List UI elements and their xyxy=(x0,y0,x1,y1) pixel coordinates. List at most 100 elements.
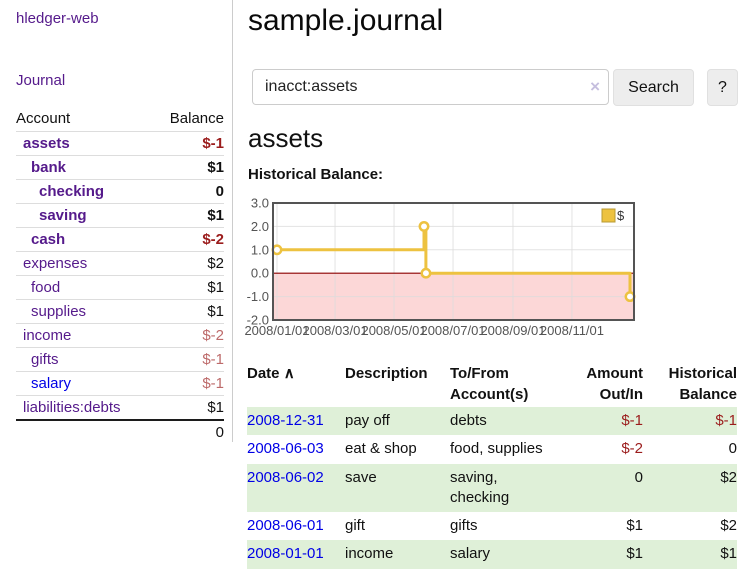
account-link[interactable]: supplies xyxy=(31,303,87,320)
account-row: salary $-1 xyxy=(16,371,224,396)
account-balance: $1 xyxy=(207,207,224,224)
transaction-row: 2008-06-02 save saving, checking 0 $2 xyxy=(247,463,737,512)
account-heading: assets xyxy=(248,123,324,153)
y-tick-label: 2.0 xyxy=(251,219,269,234)
account-balance: $1 xyxy=(207,399,224,416)
register-header-row: Date ∧ Description To/From Account(s) Am… xyxy=(247,361,737,407)
y-tick-label: -1.0 xyxy=(247,289,269,304)
balance-column-header: Balance xyxy=(169,110,224,127)
data-point-marker xyxy=(418,220,430,232)
date-column-header[interactable]: Date ∧ xyxy=(247,365,295,382)
sidebar: hledger-web Journal Account Balance asse… xyxy=(0,0,233,442)
register-table: Date ∧ Description To/From Account(s) Am… xyxy=(247,361,737,569)
account-row: bank $1 xyxy=(16,155,224,180)
account-link[interactable]: liabilities:debts xyxy=(23,399,121,416)
transaction-description: eat & shop xyxy=(345,440,417,458)
transaction-amount: $-1 xyxy=(621,412,643,429)
total-balance: 0 xyxy=(215,424,224,441)
data-point-marker xyxy=(624,291,636,303)
transaction-date-link[interactable]: 2008-01-01 xyxy=(247,545,324,563)
transaction-balance: $2 xyxy=(720,517,737,534)
account-balance-table: Account Balance assets $-1 bank $1 checking 0… xyxy=(16,107,224,444)
account-balance: $2 xyxy=(207,255,224,272)
transaction-amount: $-2 xyxy=(621,440,643,458)
transaction-accounts: debts xyxy=(450,412,487,429)
account-balance: $1 xyxy=(207,303,224,320)
page-title: sample.journal xyxy=(248,4,444,37)
account-row: income $-2 xyxy=(16,323,224,348)
legend-label: $ xyxy=(617,208,625,223)
search-input-wrap: × xyxy=(252,69,609,106)
transaction-date-link[interactable]: 2008-06-03 xyxy=(247,440,324,458)
data-point-marker xyxy=(271,244,283,256)
account-link[interactable]: saving xyxy=(39,207,87,224)
transaction-date-link[interactable]: 2008-12-31 xyxy=(247,412,324,429)
account-total-row: 0 xyxy=(16,420,224,444)
tofrom-column-header: To/From Account(s) xyxy=(450,365,529,403)
account-row: liabilities:debts $1 xyxy=(16,395,224,421)
chart-svg: $3.0 2.0 1.0 0.0 -1.0 -2.02008/01/012008/03/0… xyxy=(244,196,636,338)
account-row: cash $-2 xyxy=(16,227,224,252)
y-tick-label: 3.0 xyxy=(251,198,269,211)
x-tick-label: 2008/09/01 xyxy=(480,323,545,338)
account-link[interactable]: income xyxy=(23,327,72,344)
transaction-accounts: food, supplies xyxy=(450,440,543,458)
search-button[interactable]: Search xyxy=(613,69,694,106)
transaction-row: 2008-06-01 gift gifts $1 $2 xyxy=(247,512,737,540)
transaction-amount: $1 xyxy=(626,545,643,563)
account-link[interactable]: assets xyxy=(23,135,70,152)
search-bar: × Search ? xyxy=(252,69,738,106)
account-link[interactable]: checking xyxy=(39,183,105,200)
transaction-balance: 0 xyxy=(728,440,737,458)
x-tick-label: 2008/05/01 xyxy=(361,323,426,338)
account-column-header: Account xyxy=(16,110,71,127)
search-input[interactable] xyxy=(252,69,609,105)
account-row: assets $-1 xyxy=(16,131,224,156)
transaction-balance: $1 xyxy=(720,545,737,563)
account-link[interactable]: bank xyxy=(31,159,67,176)
account-link[interactable]: expenses xyxy=(23,255,88,272)
account-balance: $-1 xyxy=(202,135,224,152)
account-rows: assets $-1 bank $1 checking 0 saving $1 cash $-2 e… xyxy=(16,131,224,421)
account-balance: $1 xyxy=(207,279,224,296)
transaction-row: 2008-01-01 income salary $1 $1 xyxy=(247,540,737,569)
account-balance: $-2 xyxy=(202,231,224,248)
transaction-description: save xyxy=(345,468,377,486)
account-link[interactable]: gifts xyxy=(31,351,59,368)
transaction-date-link[interactable]: 2008-06-01 xyxy=(247,517,324,534)
account-balance: $-1 xyxy=(202,351,224,368)
y-tick-label: -2.0 xyxy=(247,313,269,328)
chart-border xyxy=(272,202,635,321)
account-balance: $1 xyxy=(207,159,224,176)
x-tick-label: 2008/11/01 xyxy=(540,323,604,338)
clear-search-icon[interactable]: × xyxy=(590,77,600,96)
account-link[interactable]: cash xyxy=(31,231,66,248)
account-row: supplies $1 xyxy=(16,299,224,324)
sidebar-item-journal[interactable]: Journal xyxy=(16,72,66,89)
transaction-accounts: gifts xyxy=(450,517,478,534)
transaction-amount: $1 xyxy=(626,517,643,534)
account-balance: $-1 xyxy=(202,375,224,392)
legend-swatch xyxy=(601,208,616,223)
description-column-header: Description xyxy=(345,365,428,382)
transaction-row: 2008-06-03 eat & shop food, supplies $-2 0 xyxy=(247,435,737,463)
app-brand-link[interactable]: hledger-web xyxy=(16,10,99,27)
help-button[interactable]: ? xyxy=(707,69,738,106)
transaction-description: pay off xyxy=(345,412,390,429)
account-row: food $1 xyxy=(16,275,224,300)
balance-column-header-main: Historical Balance xyxy=(668,365,737,403)
account-link[interactable]: food xyxy=(31,279,61,296)
transaction-date-link[interactable]: 2008-06-02 xyxy=(247,468,324,486)
x-tick-label: 2008/01/01 xyxy=(244,323,309,338)
sort-ascending-icon[interactable]: ∧ xyxy=(283,365,295,382)
account-row: gifts $-1 xyxy=(16,347,224,372)
account-balance: 0 xyxy=(215,183,224,200)
account-link[interactable]: salary xyxy=(31,375,72,392)
y-tick-label: 0.0 xyxy=(251,266,269,281)
transaction-balance: $2 xyxy=(720,468,737,486)
y-tick-label: 1.0 xyxy=(251,242,269,257)
account-row: checking 0 xyxy=(16,179,224,204)
transaction-balance: $-1 xyxy=(715,412,737,429)
historical-balance-chart: $3.0 2.0 1.0 0.0 -1.0 -2.0 2008/01/01 2008/03/0… xyxy=(240,196,642,344)
x-tick-label: 2008/07/01 xyxy=(420,323,485,338)
